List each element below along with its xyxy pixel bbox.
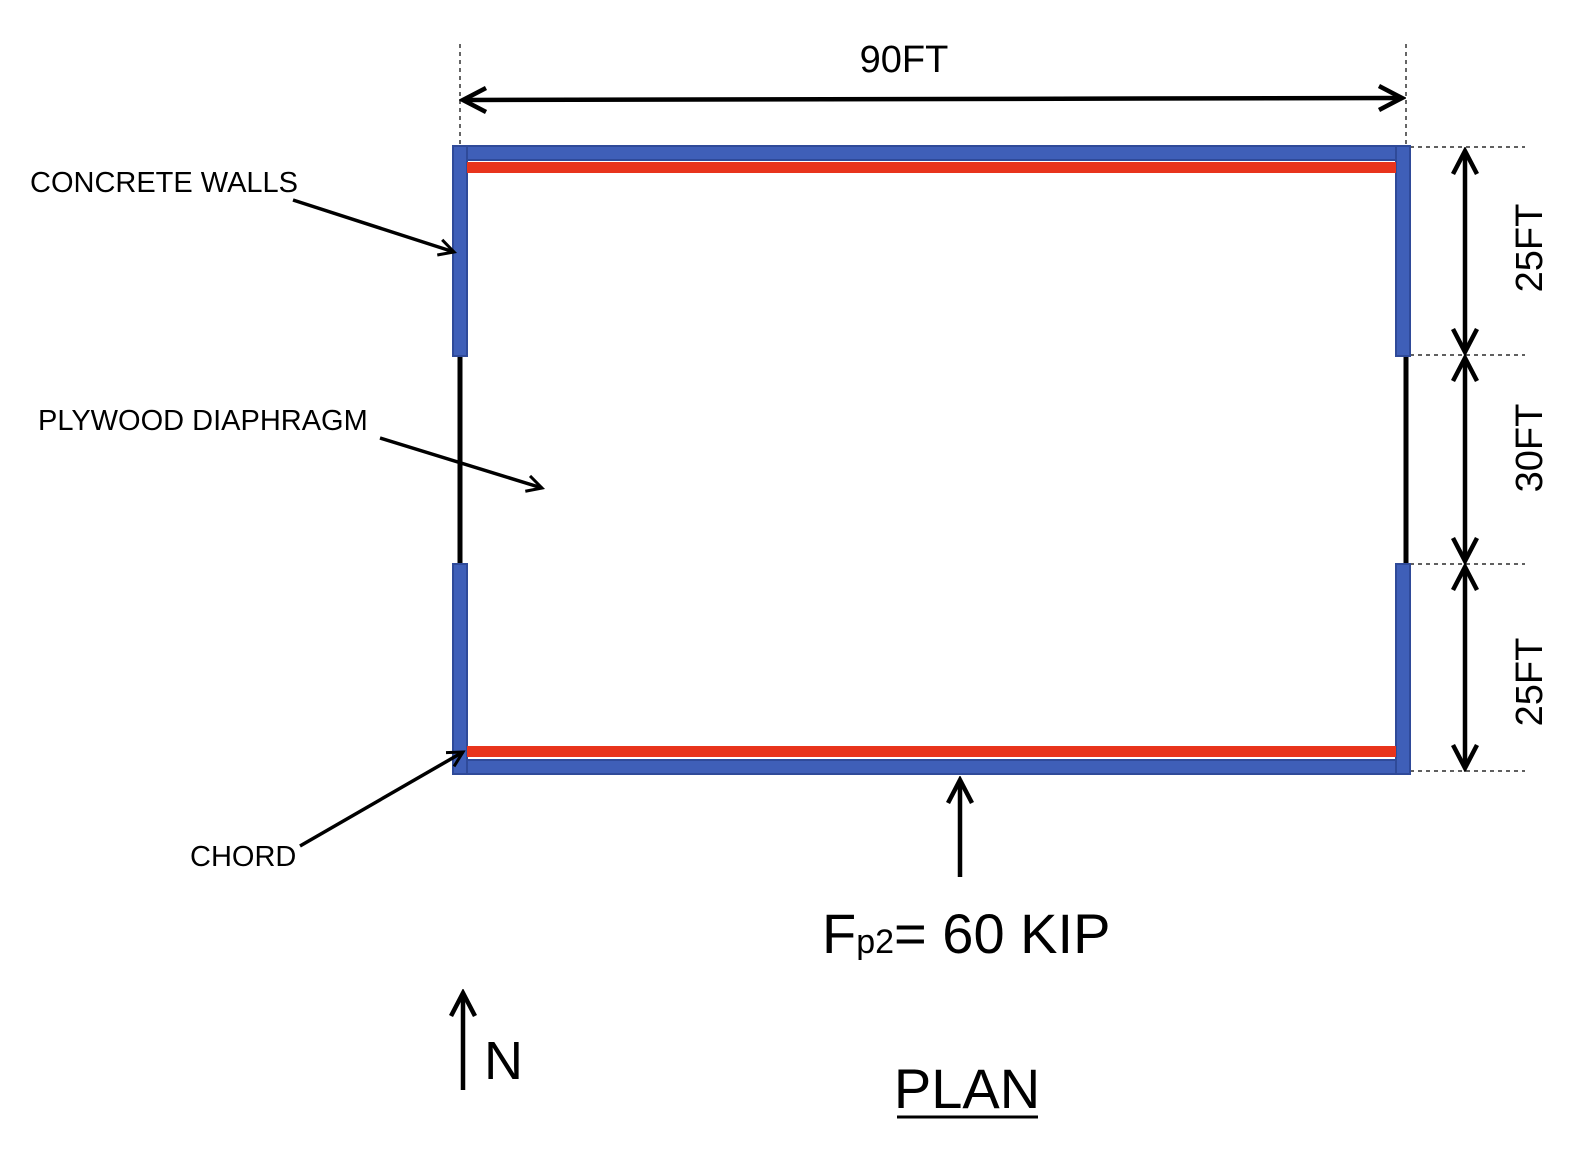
dimension-label-segment-1: 25FT: [1509, 204, 1551, 293]
callout-arrow-concrete-walls: [292, 198, 454, 252]
south-chord: [467, 746, 1396, 757]
west-wall-upper: [452, 145, 468, 357]
north-chord: [467, 162, 1396, 173]
north-wall: [453, 145, 1411, 161]
west-wall-lower: [452, 563, 468, 775]
load-symbol: F: [822, 902, 856, 965]
load-label: Fp2= 60 KIP: [822, 902, 1110, 965]
dimension-label-segment-2: 30FT: [1509, 404, 1551, 493]
east-wall-lower: [1395, 563, 1411, 775]
dimension-label-segment-3: 25FT: [1509, 638, 1551, 727]
concrete-walls: [452, 145, 1411, 775]
dimension-arrow-width: [463, 98, 1402, 100]
south-wall: [453, 759, 1411, 775]
east-wall-upper: [1395, 145, 1411, 357]
callout-label-plywood-diaphragm: PLYWOOD DIAPHRAGM: [38, 405, 368, 437]
load-subscript: p2: [856, 923, 894, 961]
callout-arrow-plywood-diaphragm: [379, 436, 542, 488]
load-value: = 60 KIP: [894, 902, 1110, 965]
callout-arrow-chord: [299, 752, 463, 848]
plan-title: PLAN: [894, 1057, 1040, 1120]
dimension-label-width: 90FT: [860, 39, 949, 81]
callout-label-chord: CHORD: [190, 841, 296, 873]
north-label: N: [484, 1031, 523, 1091]
callout-label-concrete-walls: CONCRETE WALLS: [30, 167, 298, 199]
